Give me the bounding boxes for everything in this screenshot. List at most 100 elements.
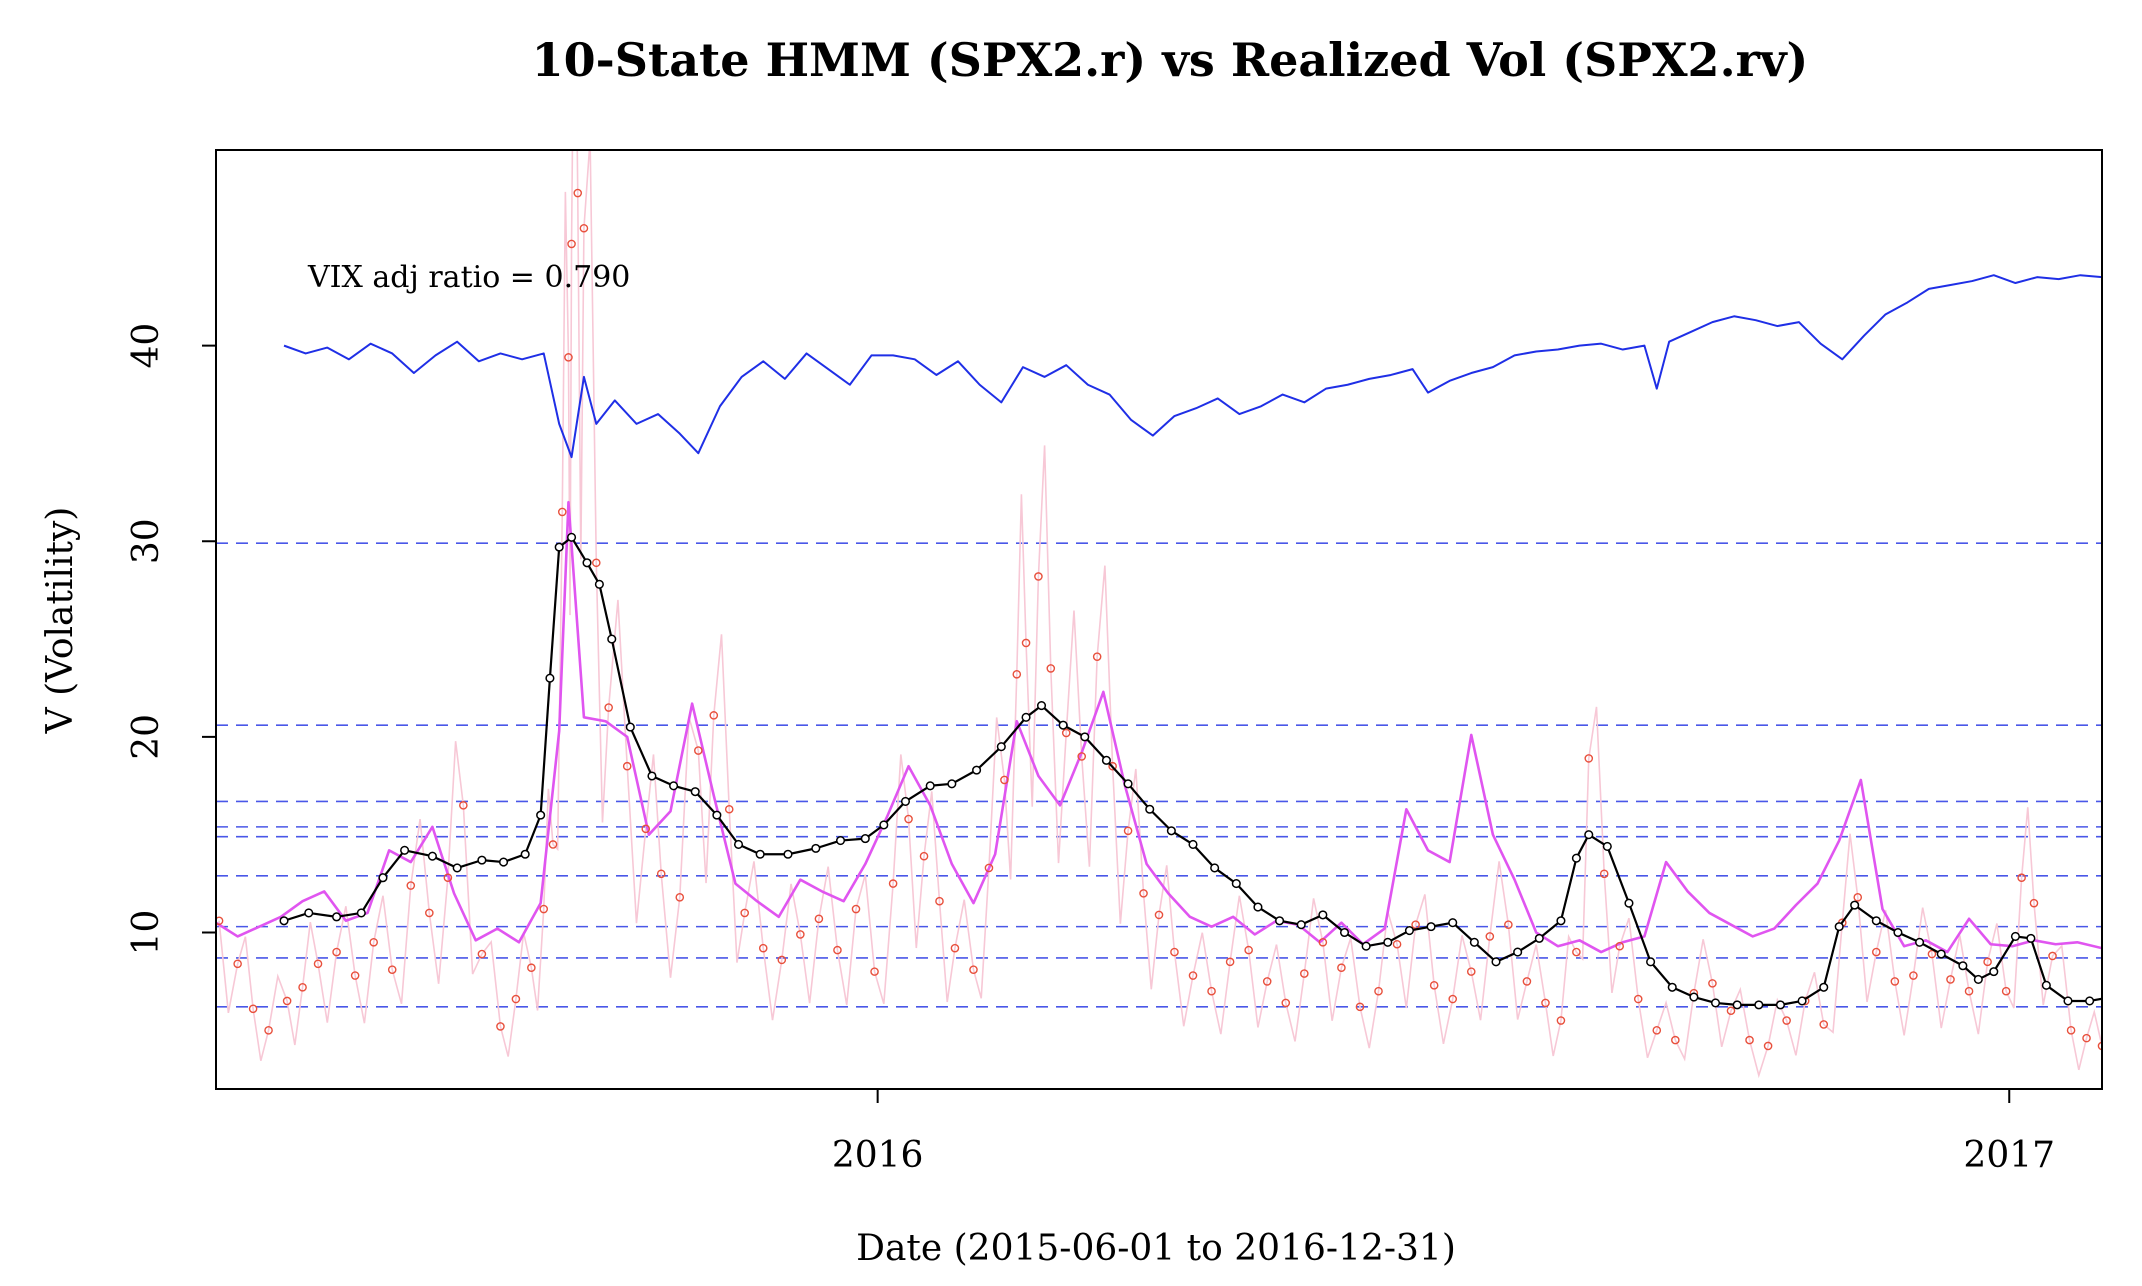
chart-title: 10-State HMM (SPX2.r) vs Realized Vol (S… bbox=[532, 33, 1809, 87]
rv-point-67 bbox=[1262, 977, 1272, 986]
hmm-point-59 bbox=[1534, 933, 1544, 943]
rv-point-81 bbox=[1522, 977, 1532, 986]
rv-point-41 bbox=[851, 904, 861, 914]
hmm-point-61 bbox=[1571, 853, 1581, 863]
hmm-point-11 bbox=[536, 810, 546, 820]
rv-point-63 bbox=[1188, 971, 1198, 980]
hmm-point-47 bbox=[1275, 916, 1285, 926]
hmm-point-58 bbox=[1513, 947, 1523, 957]
hmm-point-65 bbox=[1646, 957, 1656, 967]
rv-point-100 bbox=[1853, 892, 1863, 902]
rv-point-61 bbox=[1154, 910, 1164, 920]
rv-point-42 bbox=[870, 967, 879, 976]
x-tick-label-0: 2016 bbox=[832, 1135, 924, 1176]
rv-point-87 bbox=[1615, 941, 1624, 951]
rv-point-45 bbox=[919, 851, 929, 861]
hmm-point-3 bbox=[356, 908, 366, 918]
rv-point-78 bbox=[1466, 967, 1476, 976]
hmm-point-38 bbox=[1080, 732, 1090, 742]
rv-point-53 bbox=[1034, 572, 1043, 581]
hmm-point-60 bbox=[1556, 916, 1566, 926]
hmm-point-2 bbox=[332, 912, 342, 922]
x-axis: 2016 2017 bbox=[832, 1089, 2055, 1176]
y-tick-label-2: 30 bbox=[126, 518, 167, 564]
hmm-point-41 bbox=[1145, 804, 1155, 814]
rv-point-93 bbox=[1726, 1006, 1736, 1016]
rv-point-55 bbox=[1061, 728, 1071, 738]
y-tick-label-0: 10 bbox=[126, 910, 167, 956]
rv-point-68 bbox=[1281, 998, 1291, 1008]
hmm-point-43 bbox=[1188, 839, 1198, 850]
hmm-point-0 bbox=[279, 916, 289, 926]
rv-point-72 bbox=[1355, 1002, 1365, 1012]
hmm-point-62 bbox=[1584, 830, 1594, 840]
rv-point-12 bbox=[425, 908, 434, 918]
hmm-point-52 bbox=[1383, 937, 1393, 947]
rv-point-24 bbox=[573, 188, 583, 198]
rv-point-10 bbox=[387, 965, 397, 974]
rv-point-113 bbox=[2082, 1033, 2091, 1043]
rv-point-2 bbox=[248, 1004, 258, 1014]
rv-point-57 bbox=[1092, 652, 1102, 661]
hmm-point-12 bbox=[545, 673, 555, 683]
rv-point-7 bbox=[332, 947, 341, 957]
hmm-point-30 bbox=[900, 796, 911, 806]
rv-point-110 bbox=[2029, 898, 2039, 908]
rv-point-36 bbox=[758, 943, 768, 953]
rv-point-85 bbox=[1584, 754, 1594, 763]
hmm-point-15 bbox=[582, 558, 592, 568]
hmm-point-4 bbox=[378, 873, 388, 883]
hmm-point-84 bbox=[2026, 933, 2036, 943]
smoothed-rv-line bbox=[216, 500, 2102, 954]
hmm-point-34 bbox=[996, 742, 1006, 752]
hmm-point-57 bbox=[1491, 957, 1501, 967]
rv-point-86 bbox=[1599, 869, 1609, 879]
hmm-point-46 bbox=[1253, 902, 1263, 912]
rv-point-0 bbox=[216, 916, 224, 926]
rv-point-15 bbox=[477, 949, 487, 959]
hmm-point-53 bbox=[1404, 925, 1414, 936]
rv-point-75 bbox=[1411, 920, 1420, 929]
rv-point-74 bbox=[1392, 939, 1402, 949]
hmm-point-22 bbox=[712, 810, 722, 820]
hmm-point-39 bbox=[1101, 755, 1111, 765]
y-axis: 10 20 30 40 bbox=[126, 323, 216, 956]
hmm-point-21 bbox=[690, 787, 700, 797]
rv-point-3 bbox=[264, 1026, 273, 1035]
vix-scaled-line bbox=[283, 274, 2102, 459]
rv-point-8 bbox=[350, 971, 360, 980]
hmm-point-56 bbox=[1469, 937, 1479, 947]
hmm-point-14 bbox=[567, 532, 577, 542]
hmm-point-82 bbox=[1989, 967, 1999, 977]
rv-point-89 bbox=[1652, 1026, 1662, 1035]
rv-point-59 bbox=[1123, 826, 1133, 836]
hmm-point-6 bbox=[427, 851, 437, 861]
rv-point-46 bbox=[935, 896, 944, 906]
hmm-point-78 bbox=[1915, 937, 1925, 947]
rv-point-90 bbox=[1671, 1035, 1680, 1045]
rv-point-16 bbox=[496, 1022, 505, 1031]
hmm-point-24 bbox=[755, 849, 765, 859]
rv-point-107 bbox=[1983, 957, 1992, 967]
rv-point-112 bbox=[2066, 1026, 2076, 1035]
rv-point-38 bbox=[796, 930, 805, 939]
rv-point-83 bbox=[1556, 1016, 1566, 1025]
rv-point-65 bbox=[1225, 957, 1235, 967]
hmm-point-72 bbox=[1797, 996, 1807, 1006]
series-layer bbox=[216, 150, 2102, 1079]
hmm-point-29 bbox=[879, 820, 889, 830]
rv-point-84 bbox=[1572, 947, 1581, 957]
rv-point-104 bbox=[1927, 949, 1937, 959]
hmm-point-19 bbox=[647, 771, 657, 781]
hmm-point-10 bbox=[520, 849, 530, 859]
hmm-point-31 bbox=[925, 781, 935, 791]
hmm-point-16 bbox=[594, 579, 604, 589]
rv-point-35 bbox=[740, 908, 749, 918]
rv-point-43 bbox=[888, 879, 898, 888]
rv-point-18 bbox=[527, 963, 536, 973]
hmm-point-75 bbox=[1850, 900, 1860, 910]
hmm-point-48 bbox=[1296, 920, 1306, 930]
x-axis-title: Date (2015-06-01 to 2016-12-31) bbox=[856, 1228, 1456, 1269]
y-tick-label-1: 20 bbox=[126, 714, 167, 760]
rv-point-58 bbox=[1108, 761, 1117, 771]
